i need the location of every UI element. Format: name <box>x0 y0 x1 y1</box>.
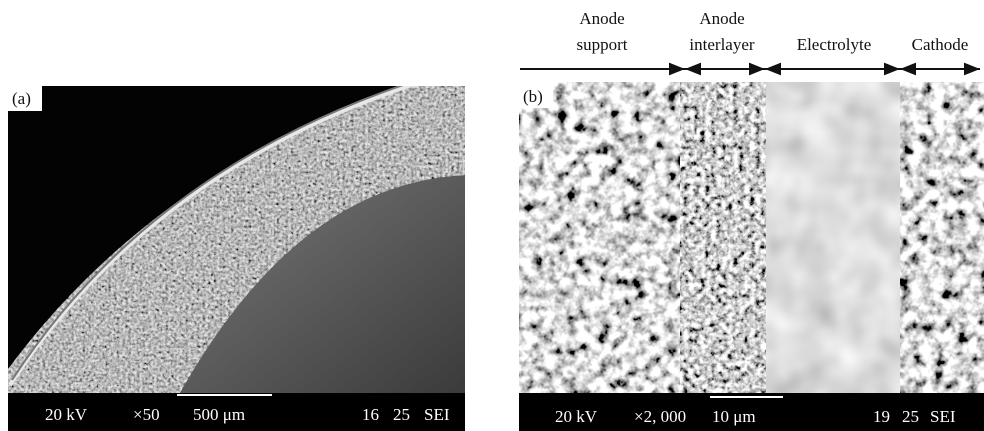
scale: 500 μm <box>193 405 245 424</box>
layer-label: Anode <box>579 9 624 28</box>
panel-label: (a) <box>12 89 31 108</box>
code: 19 <box>873 407 890 426</box>
code: 25 <box>393 405 410 424</box>
layer-label: interlayer <box>689 35 754 54</box>
panel-b: (b) 20 kV ×2, 000 10 μm 19 25 SEI <box>519 82 984 431</box>
info-bar: 20 kV ×50 500 μm 16 25 SEI <box>8 393 465 431</box>
info-bar: 20 kV ×2, 000 10 μm 19 25 SEI <box>519 393 984 431</box>
figure: (a) 20 kV ×50 500 μm 16 25 SEI Anode sup… <box>0 0 984 431</box>
scale: 10 μm <box>712 407 756 426</box>
code: 16 <box>362 405 379 424</box>
panel-a: (a) 20 kV ×50 500 μm 16 25 SEI <box>8 80 470 431</box>
layer-label: support <box>577 35 628 54</box>
magnification: ×2, 000 <box>634 407 686 426</box>
layer-header: Anode support Anode interlayer Electroly… <box>520 9 980 69</box>
mode: SEI <box>424 405 450 424</box>
layer-label: Cathode <box>912 35 969 54</box>
magnification: ×50 <box>133 405 160 424</box>
voltage: 20 kV <box>45 405 88 424</box>
mode: SEI <box>930 407 956 426</box>
layer-label: Electrolyte <box>797 35 872 54</box>
code: 25 <box>902 407 919 426</box>
layer-label: Anode <box>699 9 744 28</box>
panel-label: (b) <box>523 87 543 106</box>
voltage: 20 kV <box>555 407 598 426</box>
interlayer-zone <box>680 82 768 393</box>
cathode-zone <box>900 82 984 393</box>
anode-support-zone <box>519 82 682 393</box>
electrolyte-zone <box>766 82 902 393</box>
